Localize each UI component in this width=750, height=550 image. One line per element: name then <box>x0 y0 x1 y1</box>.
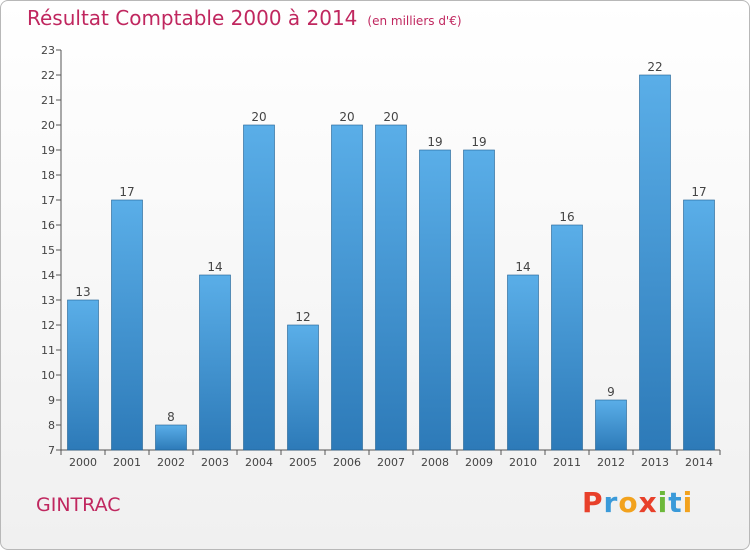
x-tick-label-2001: 2001 <box>113 456 141 469</box>
value-label-2008: 19 <box>427 135 442 149</box>
chart-title: Résultat Comptable 2000 à 2014 (en millie… <box>27 6 462 30</box>
y-tick-label: 17 <box>41 194 55 207</box>
value-label-2012: 9 <box>607 385 615 399</box>
x-tick-label-2007: 2007 <box>377 456 405 469</box>
y-tick-label: 23 <box>41 44 55 57</box>
y-tick-label: 12 <box>41 319 55 332</box>
x-tick-label-2002: 2002 <box>157 456 185 469</box>
value-label-2014: 17 <box>691 185 706 199</box>
logo-letter: P <box>582 486 604 519</box>
bar-2008 <box>419 149 451 451</box>
bar-2007 <box>375 124 407 451</box>
y-tick-label: 9 <box>48 394 55 407</box>
y-tick-label: 11 <box>41 344 55 357</box>
y-tick-label: 8 <box>48 419 55 432</box>
x-tick-label-2004: 2004 <box>245 456 273 469</box>
logo-letter: r <box>603 486 619 519</box>
bar-2014 <box>683 199 715 451</box>
logo-letter: i <box>657 486 669 519</box>
x-tick-label-2012: 2012 <box>597 456 625 469</box>
value-label-2005: 12 <box>295 310 310 324</box>
x-tick-label-2008: 2008 <box>421 456 449 469</box>
value-label-2007: 20 <box>383 110 398 124</box>
bar-2005 <box>287 324 319 451</box>
bar-2002 <box>155 424 187 451</box>
bar-2000 <box>67 299 99 451</box>
y-tick-label: 10 <box>41 369 55 382</box>
logo-letter: t <box>668 486 683 519</box>
value-label-2004: 20 <box>251 110 266 124</box>
bar-2012 <box>595 399 627 451</box>
value-label-2010: 14 <box>515 260 530 274</box>
x-tick-label-2003: 2003 <box>201 456 229 469</box>
x-tick-label-2011: 2011 <box>553 456 581 469</box>
chart-title-text: Résultat Comptable 2000 à 2014 <box>27 6 358 30</box>
value-label-2013: 22 <box>647 60 662 74</box>
value-label-2003: 14 <box>207 260 222 274</box>
y-tick-label: 19 <box>41 144 55 157</box>
value-label-2000: 13 <box>75 285 90 299</box>
value-label-2006: 20 <box>339 110 354 124</box>
y-tick-label: 21 <box>41 94 55 107</box>
x-tick-label-2006: 2006 <box>333 456 361 469</box>
y-tick-label: 7 <box>48 444 55 457</box>
logo-letter: x <box>638 486 658 519</box>
bar-2009 <box>463 149 495 451</box>
y-tick-label: 13 <box>41 294 55 307</box>
chart-subtitle: (en milliers d'€) <box>367 14 462 28</box>
value-label-2001: 17 <box>119 185 134 199</box>
bar-2003 <box>199 274 231 451</box>
x-tick-label-2014: 2014 <box>685 456 713 469</box>
y-tick-label: 16 <box>41 219 55 232</box>
bar-2010 <box>507 274 539 451</box>
y-tick-label: 20 <box>41 119 55 132</box>
bar-2011 <box>551 224 583 451</box>
logo-letter: o <box>618 486 639 519</box>
bar-2006 <box>331 124 363 451</box>
y-tick-label: 15 <box>41 244 55 257</box>
commune-name: GINTRAC <box>36 494 121 516</box>
x-tick-label-2000: 2000 <box>69 456 97 469</box>
value-label-2011: 16 <box>559 210 574 224</box>
x-tick-label-2005: 2005 <box>289 456 317 469</box>
y-tick-label: 14 <box>41 269 55 282</box>
value-label-2009: 19 <box>471 135 486 149</box>
bar-2004 <box>243 124 275 451</box>
x-tick-label-2013: 2013 <box>641 456 669 469</box>
value-label-2002: 8 <box>167 410 175 424</box>
y-tick-label: 22 <box>41 69 55 82</box>
bar-2013 <box>639 74 671 451</box>
bar-2001 <box>111 199 143 451</box>
logo-letter: i <box>682 486 694 519</box>
x-tick-label-2009: 2009 <box>465 456 493 469</box>
proxiti-logo: Proxiti <box>582 486 693 519</box>
y-tick-label: 18 <box>41 169 55 182</box>
x-tick-label-2010: 2010 <box>509 456 537 469</box>
